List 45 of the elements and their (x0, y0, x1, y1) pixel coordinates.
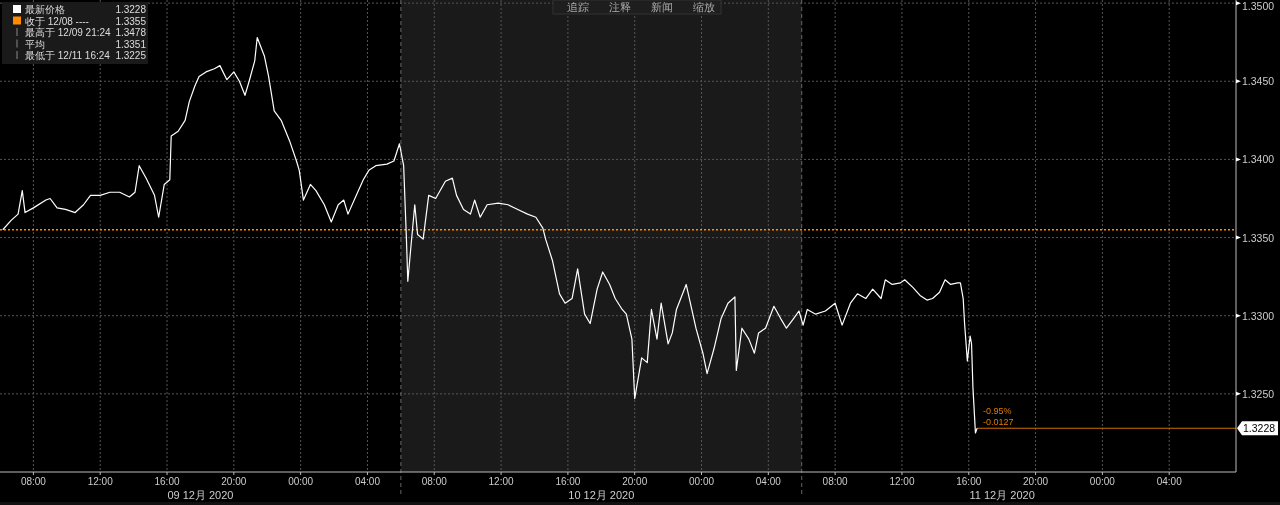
x-tick-label: 04:00 (354, 476, 381, 487)
annotation: 新闻 (651, 1, 673, 13)
annotation: 1.3351 (115, 38, 147, 50)
annotation: 1.3225 (115, 50, 147, 61)
annotation: 最低于 12/11 16:24 (25, 50, 111, 61)
ref-line-label: 1.3228 (1243, 422, 1276, 435)
x-tick-label: 00:00 (1089, 476, 1116, 487)
y-tick-label: 1.3400 (1242, 153, 1275, 166)
x-tick-label: 16:00 (555, 476, 581, 487)
annotation: 缩放 (693, 1, 715, 13)
x-tick-label: 16:00 (956, 476, 982, 487)
x-tick-label: 12:00 (87, 476, 114, 487)
line-series (2, 36, 978, 434)
y-tick-label: 1.3300 (1242, 309, 1275, 322)
x-tick-label: 16:00 (154, 476, 180, 487)
annotation: 最高于 12/09 21:24 (25, 27, 112, 38)
annotation: 平均 (25, 38, 45, 50)
legend-label: 最新价格 (25, 4, 65, 15)
x-tick-label: 12:00 (488, 476, 515, 487)
x-tick-label: 08:00 (421, 476, 448, 487)
annotation: 追踪 (567, 1, 589, 13)
x-tick-label: 12:00 (889, 476, 915, 487)
annotation: -0.95% (983, 406, 1012, 417)
x-tick-label: 20:00 (221, 476, 247, 487)
annotation: -0.0127 (983, 417, 1014, 428)
y-tick-label: 1.3500 (1242, 0, 1275, 12)
annotation: 注释 (609, 1, 631, 13)
y-tick-label: 1.3250 (1242, 387, 1275, 400)
annotation: 1.3478 (115, 27, 147, 38)
y-tick-label: 1.3450 (1242, 75, 1275, 88)
x-tick-label: 00:00 (288, 476, 314, 487)
x-tick-label: 20:00 (1023, 476, 1049, 487)
annotation: 1.3228 (115, 4, 147, 15)
y-tick-label: 1.3350 (1242, 231, 1275, 244)
x2-tick-label: 10 12月 2020 (568, 489, 635, 501)
annotation: 1.3355 (115, 15, 147, 27)
x-tick-label: 04:00 (755, 476, 782, 487)
x-tick-label: 08:00 (20, 476, 47, 487)
x-tick-label: 20:00 (622, 476, 648, 487)
x2-tick-label: 09 12月 2020 (167, 489, 234, 501)
x-tick-label: 00:00 (689, 476, 715, 487)
x-tick-label: 08:00 (822, 476, 849, 487)
x-tick-label: 04:00 (1156, 476, 1183, 487)
x2-tick-label: 11 12月 2020 (969, 489, 1035, 501)
legend-label: 收于 12/08 ---- (25, 15, 89, 27)
